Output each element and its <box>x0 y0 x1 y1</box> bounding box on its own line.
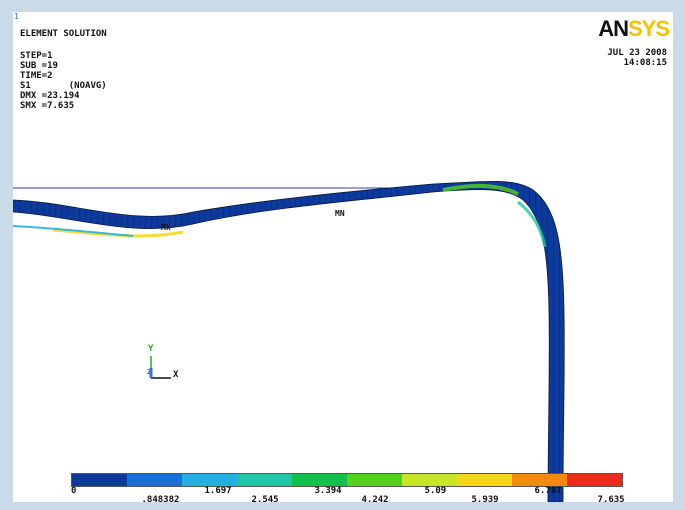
legend-band-3 <box>237 474 292 486</box>
x-axis-label: X <box>173 370 179 380</box>
legend-top-label-0: 0 <box>71 486 77 496</box>
legend-band-7 <box>457 474 512 486</box>
legend-band-8 <box>512 474 567 486</box>
legend-band-6 <box>402 474 457 486</box>
stress-hotspot-green <box>442 183 519 196</box>
time-label: TIME=2 <box>20 71 53 81</box>
mx-marker: MX <box>161 223 171 232</box>
contour-legend <box>71 473 623 487</box>
legend-top-label-4: 6.787 <box>534 486 562 496</box>
item-label: S1 (NOAVG) <box>20 81 107 91</box>
fem-model: MX MN <box>13 180 565 502</box>
legend-band-9 <box>567 474 622 486</box>
stress-band-cyan <box>13 225 134 237</box>
legend-top-label-1: 1.697 <box>204 486 232 496</box>
legend-band-1 <box>127 474 182 486</box>
y-axis-label: Y <box>148 344 154 354</box>
dmx-label: DMX =23.194 <box>20 91 80 101</box>
legend-top-label-2: 3.394 <box>314 486 342 496</box>
legend-band-5 <box>347 474 402 486</box>
logo-sys: SYS <box>627 16 670 41</box>
legend-band-0 <box>72 474 127 486</box>
legend-bottom-label-0: .848382 <box>141 495 180 502</box>
legend-top-label-3: 5.09 <box>424 486 447 496</box>
mn-marker: MN <box>335 209 345 218</box>
time-stamp: 14:08:15 <box>623 58 667 68</box>
sub-label: SUB =19 <box>20 61 58 71</box>
legend-band-4 <box>292 474 347 486</box>
legend-bottom-label-1: 2.545 <box>251 495 279 502</box>
logo-an: AN <box>598 16 629 41</box>
graphics-viewport[interactable]: 1 ELEMENT SOLUTION STEP=1 SUB =19 TIME=2… <box>13 12 673 502</box>
result-title: ELEMENT SOLUTION <box>20 29 107 39</box>
mesh-grid <box>13 181 565 502</box>
deformed-shell <box>13 180 565 502</box>
ansys-logo: ANSYS <box>598 16 670 42</box>
step-label: STEP=1 <box>20 51 53 61</box>
legend-bottom-label-3: 5.939 <box>471 495 499 502</box>
legend-band-2 <box>182 474 237 486</box>
smx-label: SMX =7.635 <box>20 101 75 111</box>
legend-bottom-label-2: 4.242 <box>361 495 389 502</box>
stress-band-teal <box>517 200 547 248</box>
date-label: JUL 23 2008 <box>607 48 667 58</box>
window-number: 1 <box>14 12 19 21</box>
legend-bottom-label-4: 7.635 <box>597 495 625 502</box>
z-axis-label: Z <box>147 368 152 376</box>
